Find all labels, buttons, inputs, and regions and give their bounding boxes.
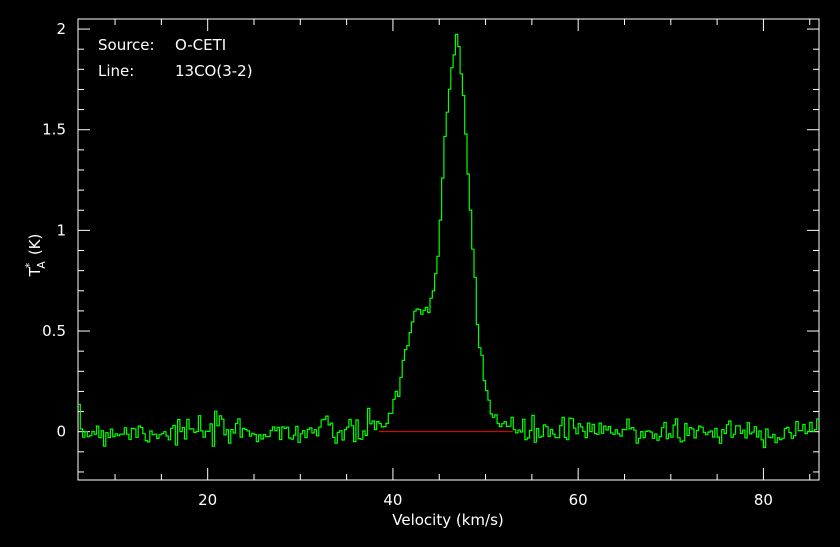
plot-frame (77, 18, 820, 481)
y-axis-label-main: T (26, 266, 44, 277)
spectrum-line (78, 33, 819, 449)
y-tick-label: 1.5 (42, 121, 66, 139)
svg-text:T*A(K): T*A (K) (23, 234, 48, 278)
y-axis-label-sub: A (35, 261, 48, 269)
y-axis-label-unit: (K) (26, 234, 44, 256)
x-tick-label: 80 (754, 491, 773, 509)
source-value: O-CETI (175, 36, 226, 54)
plot-lines (78, 33, 819, 449)
y-ticks: 0 0.5 1 1.5 2 (42, 20, 819, 473)
line-value: 13CO(3-2) (175, 62, 253, 80)
y-tick-label: 2 (56, 20, 66, 38)
line-label: Line: (98, 62, 134, 80)
x-axis-label: Velocity (km/s) (392, 511, 503, 529)
y-axis-label-sup: * (23, 262, 36, 268)
y-axis-label: T*A (K) (23, 234, 48, 278)
y-tick-label: 0.5 (42, 322, 66, 340)
source-label: Source: (98, 36, 155, 54)
x-tick-label: 60 (569, 491, 588, 509)
y-tick-label: 1 (56, 221, 66, 239)
x-tick-label: 40 (383, 491, 402, 509)
x-tick-label: 20 (198, 491, 217, 509)
x-ticks: 20 40 60 80 (114, 19, 811, 509)
y-tick-label: 0 (56, 423, 66, 441)
